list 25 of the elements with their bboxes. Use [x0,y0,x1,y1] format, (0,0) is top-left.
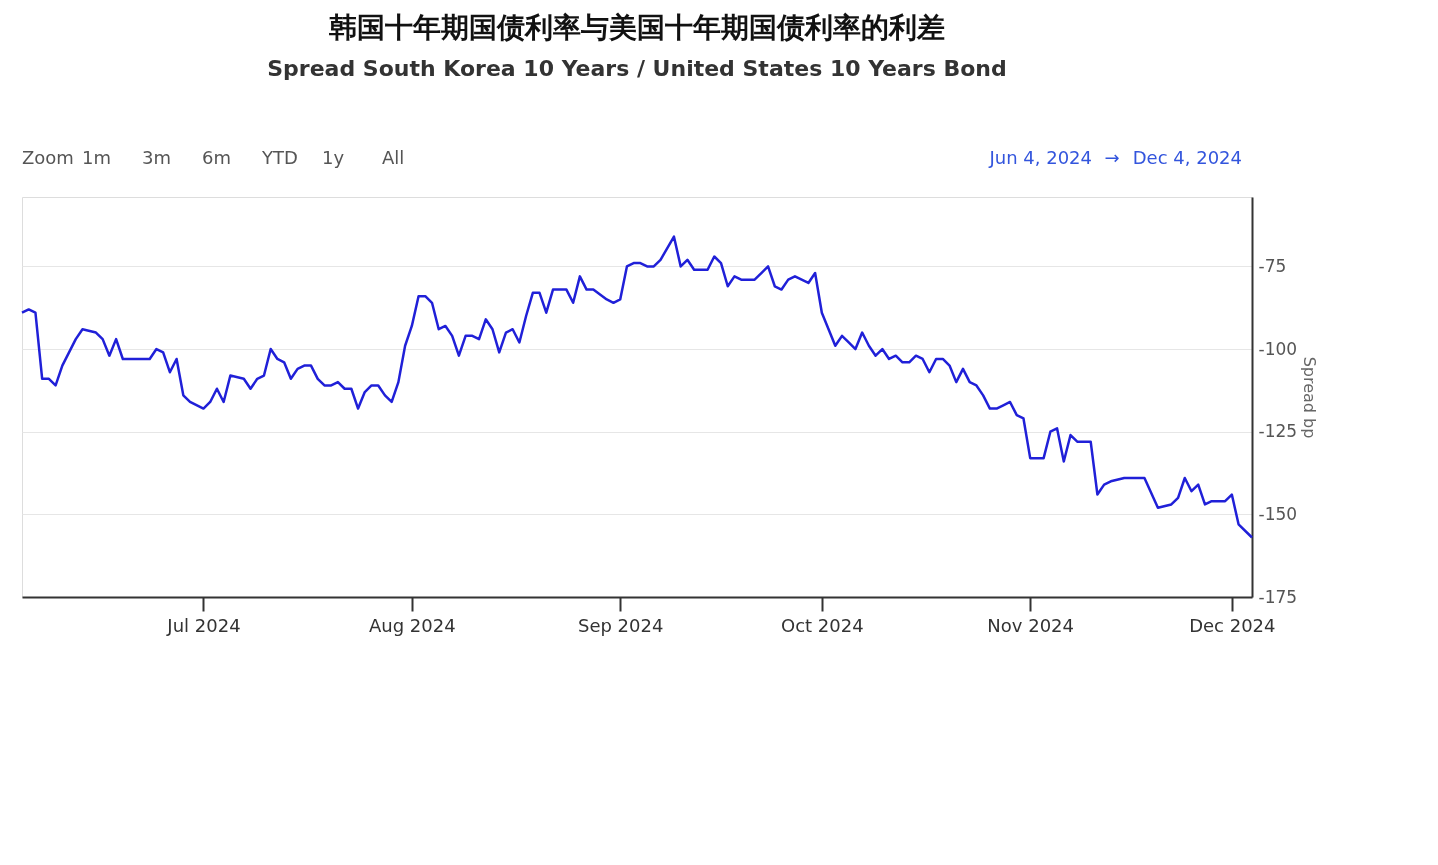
text: YTD [261,147,298,168]
x-tick-label: Oct 2024 [781,614,864,636]
chart-title: 韩国十年期国债利率与美国十年期国债利率的利差 [328,11,945,44]
y-tick-label: -125 [1258,421,1298,442]
y-tick-label: -75 [1258,255,1287,276]
y-axis-title: Spread bp [1300,356,1320,439]
x-tick-label: Dec 2024 [1189,614,1276,636]
text: Dec 4, 2024 [1132,147,1242,168]
text: Zoom [22,147,74,168]
text: Jun 4, 2024 [988,147,1092,168]
text: 6m [202,147,231,168]
text: 1y [322,147,345,168]
chart-subtitle: Spread South Korea 10 Years / United States 10 Years Bond [267,56,1007,81]
x-tick-label: Nov 2024 [987,614,1075,636]
y-tick-label: -100 [1258,338,1298,359]
x-tick-label: Aug 2024 [368,614,456,636]
text: → [1104,147,1120,168]
text: All [382,147,405,168]
y-tick-label: -150 [1258,503,1298,524]
line-series [20,235,1254,539]
y-tick-label: -175 [1258,586,1298,607]
text: 1m [82,147,111,168]
x-tick-label: Sep 2024 [577,614,664,636]
text: 3m [142,147,171,168]
x-tick-label: Jul 2024 [166,614,241,636]
